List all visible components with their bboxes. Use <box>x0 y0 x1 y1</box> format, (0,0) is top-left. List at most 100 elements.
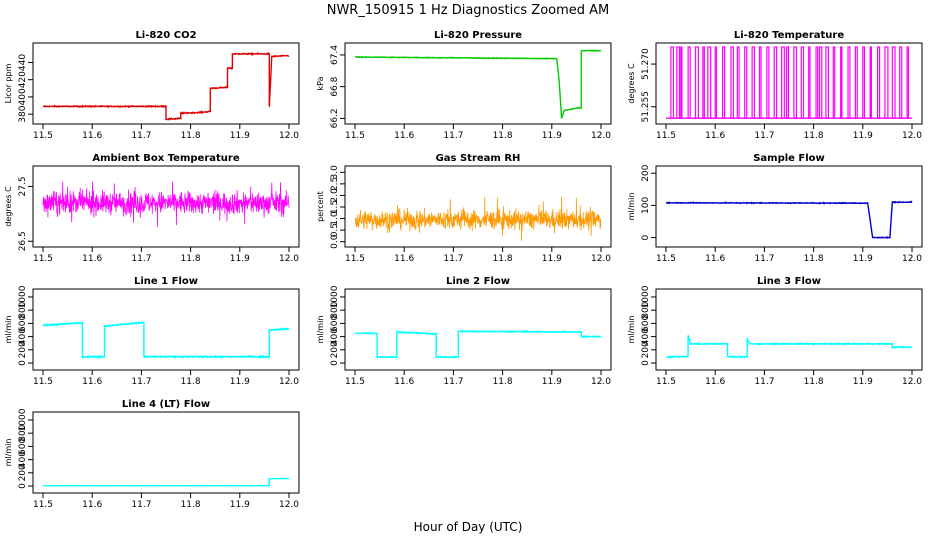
y-tick-label: 51.270 <box>641 48 651 80</box>
x-tick-label: 11.7 <box>131 377 151 387</box>
plot-frame <box>32 42 300 125</box>
x-tick-label: 11.6 <box>705 131 725 141</box>
x-tick-label: 11.6 <box>705 377 725 387</box>
plot-frame <box>655 42 923 125</box>
series-line <box>42 181 290 227</box>
y-tick-label: 3.0 <box>330 165 340 180</box>
x-tick-label: 11.6 <box>82 254 102 264</box>
spike-mark <box>832 46 836 119</box>
x-tick-label: 11.9 <box>230 131 250 141</box>
y-tick-label: 1.0 <box>330 211 340 226</box>
spike-mark <box>906 46 909 119</box>
spike-mark <box>785 46 790 119</box>
x-tick-label: 11.5 <box>33 500 53 510</box>
y-tick-label: 440 <box>18 54 28 71</box>
spike-mark <box>707 46 712 119</box>
spike-mark <box>721 46 726 119</box>
x-tick-label: 11.8 <box>181 131 201 141</box>
spike-mark <box>808 46 811 119</box>
y-tick-label: 1000 <box>330 285 340 308</box>
panel-1: Li-820 CO2 11.5 11.6 11.7 11.8 11.9 12.0 380400… <box>4 30 300 141</box>
spike-mark <box>840 46 843 119</box>
plot-frame <box>344 165 612 248</box>
y-tick-label: 1000 <box>18 285 28 308</box>
x-tick-label: 11.5 <box>656 254 676 264</box>
y-axis-label: ml/min <box>627 316 636 344</box>
x-tick-label: 11.6 <box>82 131 102 141</box>
spike-mark <box>676 46 681 119</box>
x-tick-label: 11.7 <box>131 131 151 141</box>
x-tick-label: 12.0 <box>902 377 922 387</box>
panel-title: Gas Stream RH <box>436 153 521 164</box>
x-tick-label: 12.0 <box>591 254 611 264</box>
panel-4: Ambient Box Temperature 11.5 11.6 11.7 11.8 1… <box>4 153 300 264</box>
x-tick-label: 11.8 <box>493 377 513 387</box>
x-tick-label: 12.0 <box>279 500 299 510</box>
y-tick-label: 1.5 <box>330 200 340 214</box>
spike-mark <box>818 46 823 119</box>
y-tick-label: 200 <box>641 341 651 358</box>
plot-frame <box>32 165 300 248</box>
y-tick-label: 600 <box>18 315 28 332</box>
y-tick-label: 200 <box>18 341 28 358</box>
spike-mark <box>854 46 858 119</box>
spike-mark <box>687 46 691 119</box>
x-tick-label: 11.7 <box>754 254 774 264</box>
panel-title: Li-820 CO2 <box>135 30 196 41</box>
y-tick-label: 2.0 <box>330 188 340 203</box>
y-tick-label: 200 <box>18 464 28 481</box>
spike-mark <box>670 46 675 119</box>
y-tick-label: 1000 <box>18 408 28 431</box>
spike-mark <box>825 46 830 119</box>
spike-mark <box>862 46 866 119</box>
panel-title: Line 3 Flow <box>757 276 821 287</box>
y-axis-label: degrees C <box>627 63 636 104</box>
x-tick-label: 12.0 <box>279 131 299 141</box>
x-tick-label: 11.5 <box>345 131 365 141</box>
x-tick-label: 11.7 <box>754 131 774 141</box>
y-tick-label: 66.2 <box>330 108 340 128</box>
series-group <box>666 335 913 359</box>
y-tick-label: 100 <box>641 197 651 214</box>
spike-mark <box>891 46 896 119</box>
series-group <box>665 200 913 240</box>
y-tick-label: 200 <box>330 341 340 358</box>
x-tick-label: 11.7 <box>131 500 151 510</box>
panel-title: Line 1 Flow <box>134 276 198 287</box>
spike-mark <box>744 46 748 119</box>
y-axis-label: kPa <box>316 76 325 90</box>
spike-mark <box>884 46 889 119</box>
x-tick-label: 11.5 <box>33 377 53 387</box>
plot-frame <box>32 288 300 371</box>
spike-mark <box>714 46 718 119</box>
plot-frame <box>32 411 300 494</box>
spike-mark <box>800 46 805 119</box>
x-tick-label: 11.7 <box>131 254 151 264</box>
x-tick-label: 12.0 <box>279 254 299 264</box>
spike-mark <box>815 46 819 119</box>
panel-8: Line 2 Flow 11.5 11.6 11.7 11.8 11.9 12.0 0 2004… <box>316 276 612 387</box>
y-tick-label: 0.0 <box>330 234 340 249</box>
panel-title: Ambient Box Temperature <box>92 153 239 164</box>
x-tick-label: 12.0 <box>279 377 299 387</box>
y-tick-label: 600 <box>18 438 28 455</box>
figure-title: NWR_150915 1 Hz Diagnostics Zoomed AM <box>327 3 610 18</box>
figure-xlabel: Hour of Day (UTC) <box>414 520 523 534</box>
spike-mark <box>869 46 872 119</box>
spike-mark <box>680 46 683 119</box>
plot-frame <box>344 288 612 371</box>
spike-mark <box>847 46 851 119</box>
x-tick-label: 11.9 <box>853 377 873 387</box>
panel-title: Line 4 (LT) Flow <box>122 399 210 410</box>
spike-mark <box>781 46 785 119</box>
plot-frame <box>655 165 923 248</box>
x-tick-label: 11.5 <box>656 131 676 141</box>
y-tick-label: 27.5 <box>18 176 28 196</box>
panel-title: Li-820 Pressure <box>434 30 522 41</box>
y-tick-label: 200 <box>641 164 651 181</box>
y-tick-label: 0 <box>641 234 651 240</box>
x-tick-label: 11.8 <box>804 254 824 264</box>
x-tick-label: 11.5 <box>345 254 365 264</box>
